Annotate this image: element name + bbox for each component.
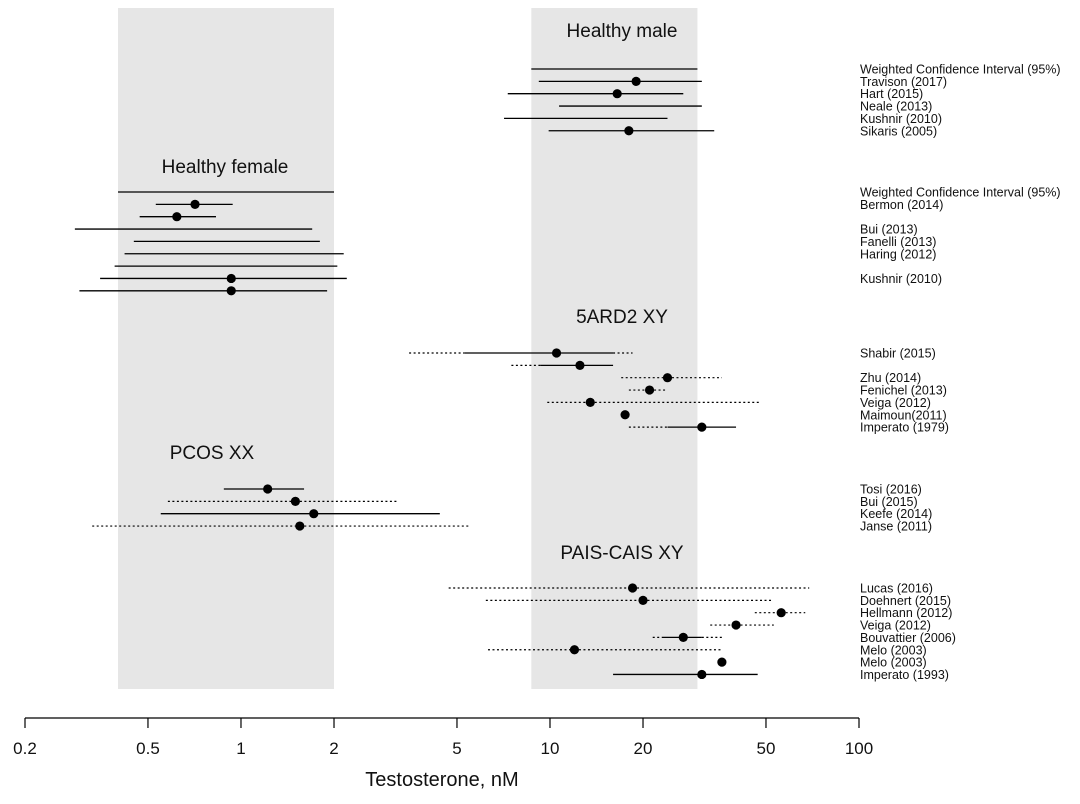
- study-label: Bermon (2014): [860, 198, 943, 212]
- x-tick-label: 10: [541, 739, 560, 758]
- study-label: Veiga (2012): [860, 396, 931, 410]
- study-label: Janse (2011): [860, 520, 932, 534]
- x-tick-label: 1: [236, 739, 245, 758]
- point-estimate: [575, 360, 585, 370]
- point-estimate: [226, 286, 236, 296]
- point-estimate: [290, 496, 300, 506]
- point-estimate: [697, 422, 707, 432]
- study-label: Keefe (2014): [860, 507, 932, 521]
- point-estimate: [263, 484, 273, 494]
- study-label: Weighted Confidence Interval (95%): [860, 63, 1061, 77]
- group-label: PAIS-CAIS XY: [560, 543, 684, 564]
- point-estimate: [295, 521, 305, 531]
- study-label: Sikaris (2005): [860, 124, 937, 138]
- study-label: Fanelli (2013): [860, 235, 936, 249]
- point-estimate: [678, 632, 688, 643]
- point-estimate: [662, 373, 673, 383]
- study-label: Kushnir (2010): [860, 272, 942, 286]
- x-axis: 0.2 0.5 1 2 5 10 20 50 100: [13, 717, 873, 758]
- study-label: Neale (2013): [860, 100, 932, 114]
- point-estimate: [612, 89, 622, 99]
- study-label: Tosi (2016): [860, 483, 922, 497]
- point-estimate: [644, 385, 655, 395]
- group-label: PCOS XX: [170, 443, 255, 464]
- point-estimate: [569, 645, 580, 655]
- point-estimate: [620, 410, 630, 420]
- x-tick-label: 50: [757, 739, 776, 758]
- point-estimate: [717, 657, 727, 667]
- study-label: Travison (2017): [860, 75, 947, 89]
- study-label: Melo (2003): [860, 643, 927, 657]
- study-rows: [74, 68, 810, 680]
- study-label: Haring (2012): [860, 247, 936, 261]
- group-label: Healthy male: [567, 21, 678, 42]
- point-estimate: [731, 620, 741, 630]
- point-estimate: [551, 348, 562, 358]
- point-estimate: [585, 397, 595, 407]
- study-label: Zhu (2014): [860, 371, 921, 385]
- group-labels: Healthy male Healthy female 5ARD2 XY PCOS X…: [162, 21, 684, 564]
- x-tick-label: 5: [452, 739, 461, 758]
- study-label: Hellmann (2012): [860, 606, 952, 620]
- x-tick-label: 0.2: [13, 739, 37, 758]
- point-estimate: [638, 595, 648, 605]
- x-axis-title: Testosterone, nM: [365, 769, 518, 791]
- point-estimate: [631, 76, 641, 86]
- reference-band-female: [118, 8, 335, 689]
- group-label: Healthy female: [162, 157, 289, 178]
- study-label: Maimoun(2011): [860, 408, 947, 422]
- group-label: 5ARD2 XY: [576, 307, 668, 328]
- study-label: Kushnir (2010): [860, 112, 942, 126]
- study-labels: Weighted Confidence Interval (95%)Travis…: [860, 63, 1061, 682]
- point-estimate: [172, 212, 182, 222]
- study-label: Imperato (1993): [860, 668, 949, 682]
- x-tick-label: 20: [634, 739, 653, 758]
- study-label: Bui (2015): [860, 495, 918, 509]
- point-estimate: [226, 273, 236, 284]
- study-label: Lucas (2016): [860, 582, 933, 596]
- point-estimate: [190, 199, 200, 209]
- study-label: Veiga (2012): [860, 619, 931, 633]
- point-estimate: [624, 126, 634, 136]
- study-label: Weighted Confidence Interval (95%): [860, 186, 1061, 200]
- reference-bands: [118, 8, 698, 689]
- study-label: Bouvattier (2006): [860, 631, 956, 645]
- study-label: Hart (2015): [860, 87, 923, 101]
- x-tick-label: 100: [845, 739, 873, 758]
- study-label: Imperato (1979): [860, 421, 949, 435]
- reference-band-male: [531, 8, 698, 689]
- study-label: Melo (2003): [860, 656, 927, 670]
- point-estimate: [776, 608, 786, 618]
- study-label: Fenichel (2013): [860, 384, 947, 398]
- study-label: Shabir (2015): [860, 347, 936, 361]
- point-estimate: [309, 509, 319, 519]
- study-label: Doehnert (2015): [860, 594, 951, 608]
- point-estimate: [627, 583, 638, 593]
- x-tick-label: 0.5: [136, 739, 160, 758]
- x-tick-label: 2: [329, 739, 338, 758]
- point-estimate: [697, 669, 707, 680]
- study-label: Bui (2013): [860, 223, 918, 237]
